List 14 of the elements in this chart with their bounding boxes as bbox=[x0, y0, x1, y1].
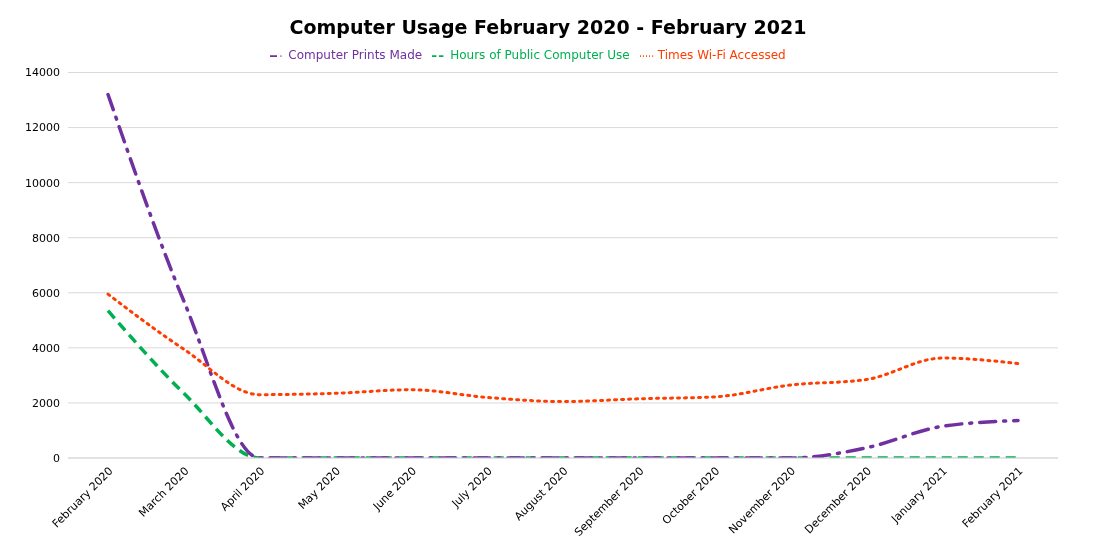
y-tick-label: 12000 bbox=[25, 121, 60, 135]
y-tick-label: 10000 bbox=[25, 176, 60, 190]
legend-label: Computer Prints Made bbox=[288, 48, 423, 62]
y-tick-label: 6000 bbox=[32, 286, 60, 300]
y-tick-label: 14000 bbox=[25, 66, 60, 80]
line-series bbox=[106, 292, 1020, 404]
line-series bbox=[106, 92, 1020, 458]
y-tick-label: 0 bbox=[53, 451, 60, 465]
y-tick-label: 8000 bbox=[32, 231, 60, 245]
y-tick-label: 2000 bbox=[32, 396, 60, 410]
legend-label: Hours of Public Computer Use bbox=[450, 48, 630, 62]
y-tick-label: 4000 bbox=[32, 341, 60, 355]
chart-title: Computer Usage February 2020 - February 2021 bbox=[288, 15, 808, 40]
legend-label: Times Wi-Fi Accessed bbox=[657, 48, 786, 62]
